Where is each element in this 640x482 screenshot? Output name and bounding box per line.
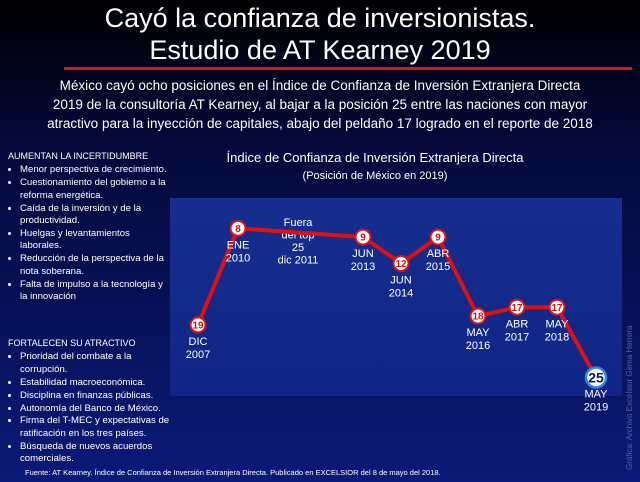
point	[354, 228, 372, 246]
bullet-item: Falta de impulso a la tecnología y la in…	[20, 279, 173, 304]
bullet-list: Menor perspectiva de crecimiento.Cuestio…	[8, 164, 173, 303]
bullet-item: Reducción de la perspectiva de la nota s…	[20, 253, 173, 278]
x-tick-label: JUN 2013	[351, 248, 375, 273]
title-line: Cayó la confianza de inversionistas.	[104, 3, 536, 33]
sidebar-heading: AUMENTAN LA INCERTIDUMBRE	[8, 151, 149, 161]
title-line: Estudio de AT Kearney 2019	[149, 35, 491, 65]
point-label: 17	[551, 303, 563, 314]
bullet-item: Caída de la inversión y de la productivi…	[20, 203, 173, 228]
chart-title: Índice de Confianza de Inversión Extranj…	[227, 150, 525, 165]
point-label: 18	[472, 312, 484, 323]
point-label: 9	[435, 233, 441, 244]
bullet-item: Búsqueda de nuevos acuerdos comerciales.	[20, 441, 173, 466]
annotation: 25	[292, 242, 304, 254]
annotation: Fuera	[284, 217, 314, 229]
x-tick-label: ENE 2010	[226, 239, 250, 264]
intro: México cayó ocho posiciones en el Índice…	[0, 76, 640, 133]
bullet-item: Menor perspectiva de crecimiento.	[20, 164, 173, 176]
point	[584, 366, 608, 389]
point	[189, 316, 207, 334]
bullet-item: Cuestionamiento del gobierno a la reform…	[20, 177, 173, 202]
bullet-list: Prioridad del combate a la corrupción.Es…	[8, 351, 173, 465]
bullet-item: Firma del T-MEC y expectativas de ratifi…	[20, 415, 173, 440]
source: Fuente: AT Kearney. Índice de Confianza …	[25, 468, 441, 477]
sidebar-heading: FORTALECEN SU ATRACTIVO	[8, 338, 136, 348]
point-label: 12	[395, 259, 407, 270]
intro-line: atractivo para la inyección de capitales…	[47, 116, 593, 131]
bullet-item: Huelgas y levantamientos laborales.	[20, 228, 173, 253]
x-tick-label: MAY 2018	[545, 318, 569, 343]
x-tick-label: MAY 2019	[584, 388, 608, 413]
point	[392, 254, 410, 272]
credit: Gráfica: Archivo Excélsior Gema Herrera	[625, 325, 634, 470]
point	[508, 298, 526, 316]
x-tick-label: DIC 2007	[186, 336, 210, 361]
bullet-item: Prioridad del combate a la corrupción.	[20, 351, 173, 376]
point	[548, 298, 566, 316]
point-label: 19	[192, 320, 204, 331]
point-label: 17	[511, 303, 523, 314]
sidebar-block: AUMENTAN LA INCERTIDUMBRE Menor perspecti…	[8, 150, 173, 304]
point-label: 8	[235, 224, 241, 235]
x-tick-label: JUN 2014	[389, 274, 413, 299]
annotation: dic 2011	[278, 255, 319, 267]
point	[429, 228, 447, 246]
x-tick-label: ABR 2017	[505, 318, 529, 343]
point-label: 9	[360, 233, 366, 244]
sidebar-block: FORTALECEN SU ATRACTIVO Prioridad del com…	[8, 337, 173, 466]
point	[229, 219, 247, 237]
title-rule	[64, 67, 632, 70]
bullet-item: Estabilidad macroeconómica.	[20, 377, 173, 389]
bullet-item: Disciplina en finanzas públicas.	[20, 390, 173, 402]
intro-line: 2019 de la consultoría AT Kearney, al ba…	[52, 97, 588, 112]
bullet-item: Autonomía del Banco de México.	[20, 403, 173, 415]
intro-line: México cayó ocho posiciones en el Índice…	[59, 78, 581, 93]
title: Cayó la confianza de inversionistas. Estu…	[0, 2, 640, 66]
point-label: 25	[588, 369, 604, 385]
point	[469, 307, 487, 325]
x-tick-label: MAY 2016	[466, 327, 490, 352]
chart-subtitle: (Posición de México en 2019)	[303, 170, 448, 182]
x-tick-label: ABR 2015	[426, 248, 450, 273]
